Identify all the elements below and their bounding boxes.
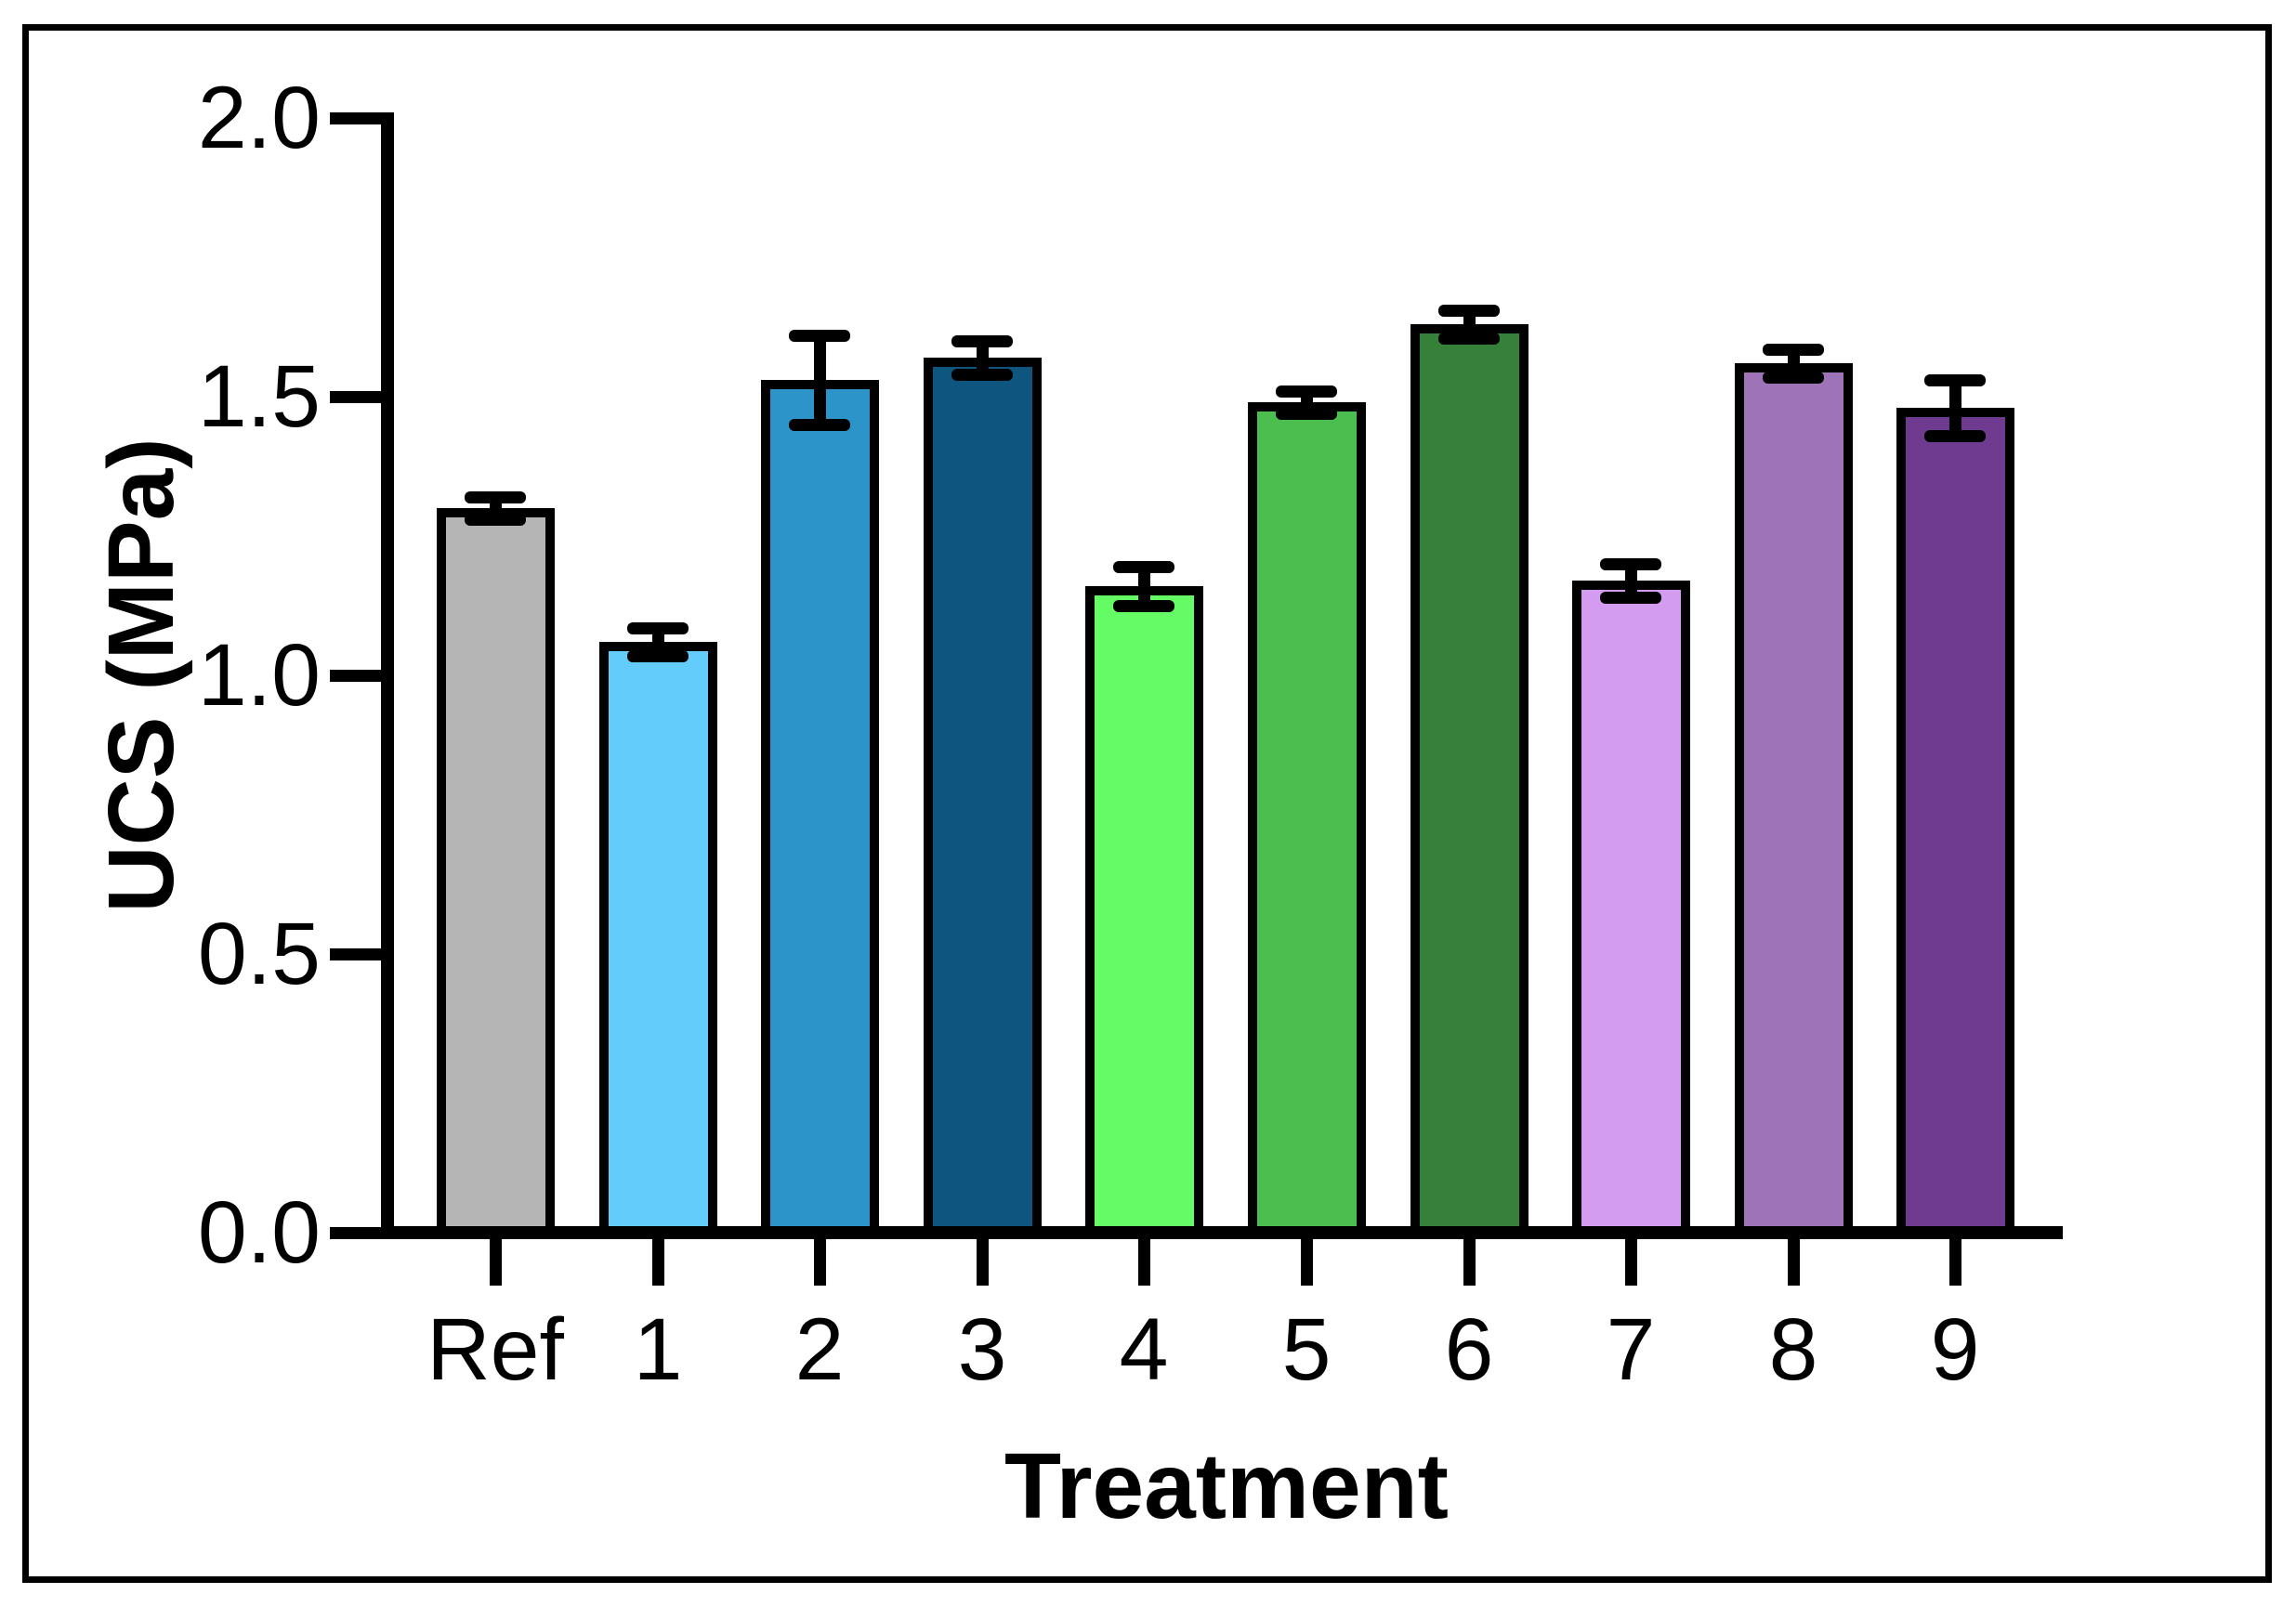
error-bar-cap-top-6 xyxy=(1438,305,1500,317)
error-bar-cap-top-1 xyxy=(627,622,689,634)
x-tick-2 xyxy=(814,1239,826,1286)
x-tick-9 xyxy=(1949,1239,1961,1286)
x-tick-5 xyxy=(1301,1239,1313,1286)
x-tick-label-5: 5 xyxy=(1281,1300,1332,1399)
error-bar-cap-bottom-1 xyxy=(627,650,689,662)
error-bar-line-8 xyxy=(1788,349,1800,377)
x-tick-label-1: 1 xyxy=(633,1300,683,1399)
error-bar-cap-bottom-9 xyxy=(1924,430,1986,442)
error-bar-line-9 xyxy=(1949,380,1961,436)
error-bar-cap-top-5 xyxy=(1276,385,1337,398)
y-tick-0.5 xyxy=(330,948,381,960)
x-tick-8 xyxy=(1788,1239,1800,1286)
y-tick-label-1.5: 1.5 xyxy=(197,347,321,446)
y-tick-label-2.0: 2.0 xyxy=(197,69,321,167)
error-bar-line-1 xyxy=(652,628,664,656)
error-bar-cap-bottom-ref xyxy=(465,514,526,526)
y-tick-2.0 xyxy=(330,112,381,124)
error-bar-cap-bottom-8 xyxy=(1763,372,1824,384)
x-tick-label-9: 9 xyxy=(1930,1300,1980,1399)
error-bar-cap-top-8 xyxy=(1763,344,1824,356)
bar-7 xyxy=(1572,581,1690,1237)
x-tick-label-4: 4 xyxy=(1119,1300,1169,1399)
bar-4 xyxy=(1085,586,1203,1237)
y-tick-label-1.0: 1.0 xyxy=(197,626,321,725)
error-bar-line-3 xyxy=(977,341,989,374)
x-tick-ref xyxy=(490,1239,502,1286)
bar-2 xyxy=(761,380,879,1237)
error-bar-cap-bottom-4 xyxy=(1113,600,1174,612)
bar-9 xyxy=(1896,408,2014,1237)
bar-8 xyxy=(1735,363,1853,1237)
bar-1 xyxy=(599,642,717,1237)
x-tick-7 xyxy=(1625,1239,1637,1286)
error-bar-cap-bottom-7 xyxy=(1600,592,1661,604)
error-bar-cap-bottom-6 xyxy=(1438,333,1500,345)
bar-6 xyxy=(1410,324,1528,1237)
x-tick-label-ref: Ref xyxy=(426,1300,564,1399)
x-tick-4 xyxy=(1138,1239,1150,1286)
error-bar-cap-top-7 xyxy=(1600,558,1661,570)
bar-ref xyxy=(437,508,555,1237)
x-tick-label-7: 7 xyxy=(1606,1300,1656,1399)
x-axis-title: Treatment xyxy=(1004,1434,1449,1538)
error-bar-line-7 xyxy=(1625,564,1637,597)
x-tick-6 xyxy=(1463,1239,1476,1286)
x-axis-line xyxy=(381,1226,2063,1239)
error-bar-cap-top-9 xyxy=(1924,374,1986,386)
y-tick-0.0 xyxy=(330,1227,381,1239)
x-tick-label-8: 8 xyxy=(1768,1300,1818,1399)
error-bar-line-6 xyxy=(1463,310,1476,338)
x-tick-label-2: 2 xyxy=(794,1300,845,1399)
y-tick-label-0.0: 0.0 xyxy=(197,1183,321,1282)
x-tick-3 xyxy=(977,1239,989,1286)
error-bar-cap-bottom-3 xyxy=(951,369,1013,381)
error-bar-cap-bottom-5 xyxy=(1276,408,1337,420)
bar-3 xyxy=(924,358,1042,1237)
y-tick-1.5 xyxy=(330,391,381,403)
y-axis-line xyxy=(381,112,394,1239)
error-bar-cap-top-2 xyxy=(789,330,850,342)
error-bar-cap-top-4 xyxy=(1113,561,1174,573)
y-tick-label-0.5: 0.5 xyxy=(197,905,321,1003)
error-bar-line-4 xyxy=(1138,567,1150,606)
error-bar-cap-top-3 xyxy=(951,335,1013,347)
error-bar-cap-bottom-2 xyxy=(789,419,850,431)
y-axis-title: UCS (MPa) xyxy=(89,438,193,913)
x-tick-label-6: 6 xyxy=(1444,1300,1494,1399)
bar-5 xyxy=(1248,402,1366,1237)
y-tick-1.0 xyxy=(330,670,381,682)
x-tick-label-3: 3 xyxy=(957,1300,1007,1399)
x-tick-1 xyxy=(652,1239,664,1286)
error-bar-cap-top-ref xyxy=(465,491,526,503)
error-bar-line-2 xyxy=(814,335,826,425)
